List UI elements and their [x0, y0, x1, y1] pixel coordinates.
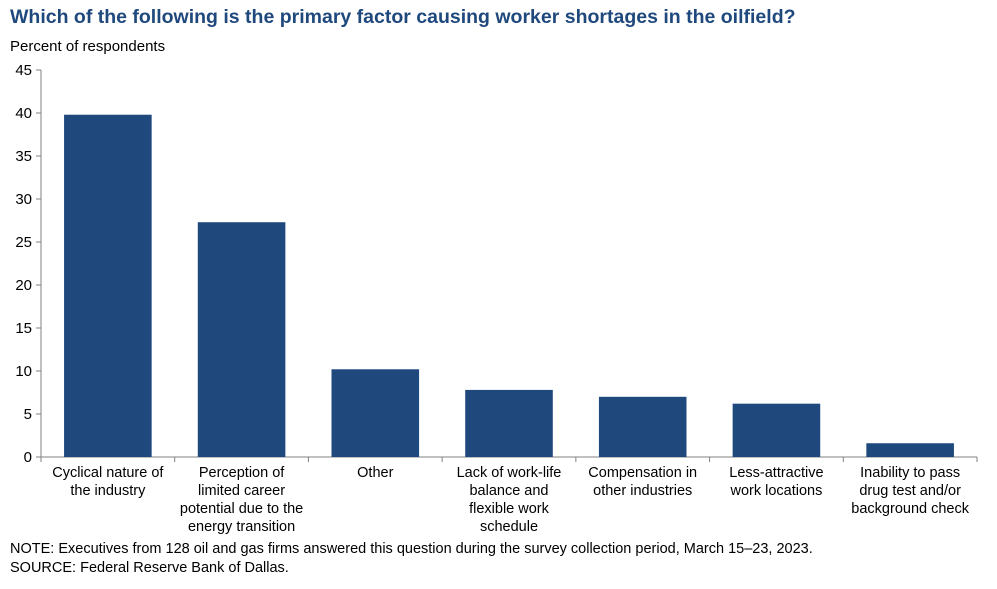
bar-7: [866, 443, 954, 457]
bar-6: [732, 403, 821, 457]
x-category-label-line: other industries: [593, 483, 692, 499]
bar-5: [598, 396, 687, 457]
x-category-label-line: Compensation in: [588, 465, 697, 481]
source-text: SOURCE: Federal Reserve Bank of Dallas.: [10, 560, 289, 576]
x-category-label: Compensation in other industries: [588, 465, 697, 499]
y-tick-label: 25: [15, 234, 32, 251]
x-category-label-line: flexible work: [469, 501, 550, 517]
x-category-label-line: energy transition: [188, 519, 295, 535]
x-category-label-line: Cyclical nature of: [52, 465, 164, 481]
x-category-label-line: drug test and/or: [859, 483, 961, 499]
x-category-label: Less-attractive work locations: [729, 465, 823, 499]
y-tick-label: 10: [15, 363, 32, 380]
x-category-label: Lack of work-life balance and flexible wor…: [457, 465, 562, 535]
x-category-label-line: Less-attractive: [729, 465, 823, 481]
y-tick-label: 45: [15, 62, 32, 79]
bar-chart: 0 5 10 15 20 25 30 35 40 45 Cyclical nature of the …: [15, 62, 978, 535]
x-category-label-line: background check: [851, 501, 969, 517]
x-category-label: Perception of limited career potential due…: [180, 465, 303, 535]
x-category-label: Inability to pass drug test and/or backgro…: [851, 465, 969, 517]
note-text: NOTE: Executives from 128 oil and gas fi…: [10, 541, 813, 557]
y-tick-label: 30: [15, 191, 32, 208]
chart-notes: NOTE: Executives from 128 oil and gas fi…: [10, 540, 813, 578]
y-tick-label: 20: [15, 277, 32, 294]
y-tick-label: 15: [15, 320, 32, 337]
x-category-label-line: Other: [357, 465, 393, 481]
x-category-label-line: limited career: [198, 483, 285, 499]
y-tick-label: 35: [15, 148, 32, 165]
x-category-label-line: Inability to pass: [860, 465, 960, 481]
x-category-label-line: Perception of: [199, 465, 285, 481]
y-tick-label: 5: [24, 406, 32, 423]
x-category-label-line: balance and: [469, 483, 548, 499]
x-category-label-line: potential due to the: [180, 501, 303, 517]
chart-title: Which of the following is the primary fa…: [10, 6, 796, 28]
bar-1: [64, 114, 152, 457]
y-axis-label: Percent of respondents: [10, 38, 166, 55]
x-category-label-line: Lack of work-life: [457, 465, 562, 481]
x-category-label-line: the industry: [70, 483, 146, 499]
y-tick-label: 0: [24, 449, 32, 466]
x-category-label: Cyclical nature of the industry: [52, 465, 164, 499]
x-category-label: Other: [357, 465, 393, 481]
bar-4: [465, 389, 553, 457]
x-category-label-line: schedule: [480, 519, 538, 535]
bar-3: [331, 369, 420, 457]
x-category-label-line: work locations: [729, 483, 822, 499]
bar-2: [197, 222, 286, 457]
y-tick-label: 40: [15, 105, 32, 122]
